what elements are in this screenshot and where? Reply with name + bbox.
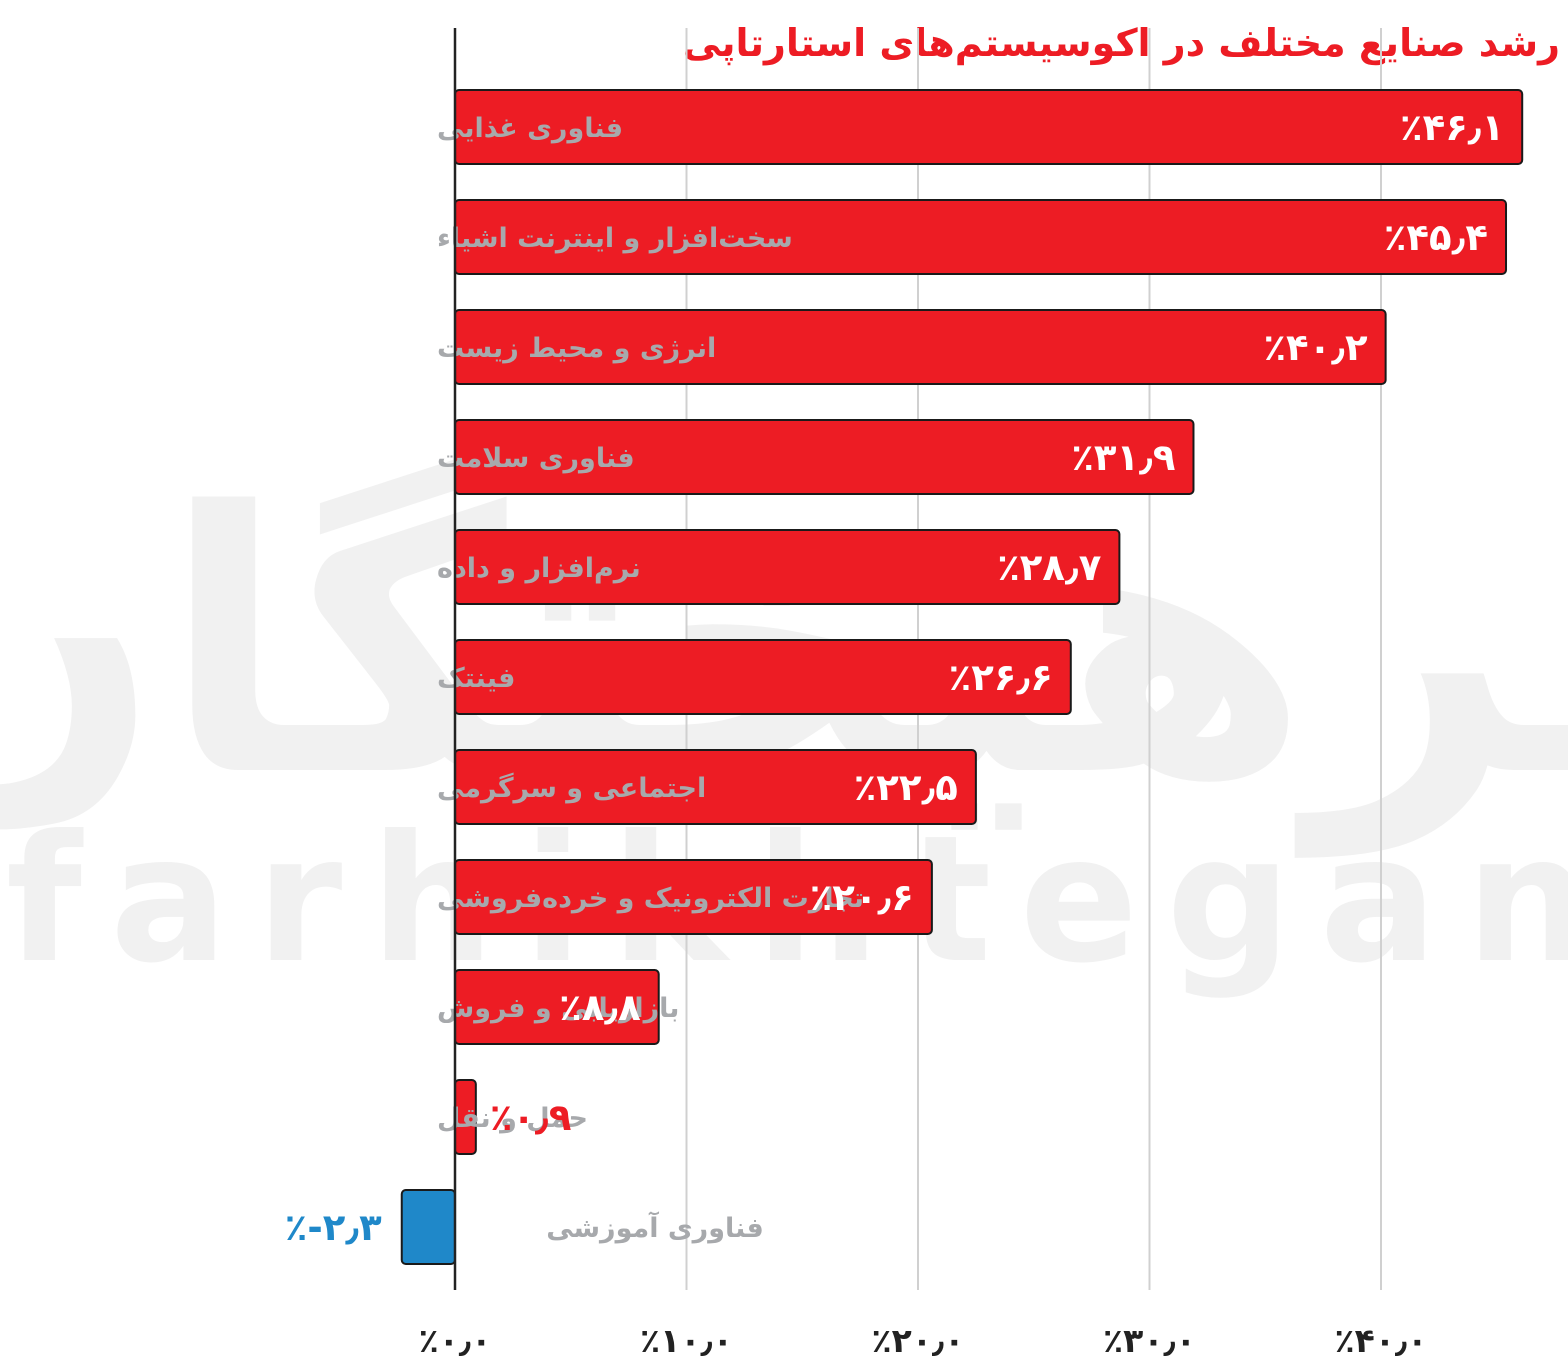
category-label: سخت‌افزار و اینترنت اشیاء bbox=[437, 223, 793, 254]
x-tick-label: ٪۰٫۰ bbox=[419, 1321, 492, 1360]
bars: فناوری غذایی ٪۴۶٫۱ سخت‌افزار و اینترنت اشی… bbox=[285, 89, 1524, 1265]
chart-title: رشد صنایع مختلف در اکوسیستم‌های استارتاپ… bbox=[682, 21, 1560, 65]
value-label: ٪۴۵٫۴ bbox=[1384, 216, 1488, 259]
value-label: ٪۸٫۸ bbox=[559, 986, 641, 1029]
value-label: ٪۴۶٫۱ bbox=[1400, 106, 1504, 149]
value-label: ٪۰٫۹ bbox=[490, 1096, 572, 1139]
x-tick-label: ٪۱۰٫۰ bbox=[640, 1321, 733, 1360]
x-tick-label: ٪۴۰٫۰ bbox=[1335, 1321, 1428, 1360]
category-label: فناوری سلامت bbox=[437, 443, 635, 474]
category-label: تجارت الکترونیک و خرده‌فروشی bbox=[437, 883, 864, 914]
value-label: ٪۲۲٫۵ bbox=[854, 766, 958, 809]
value-label: ٪-۲٫۳ bbox=[285, 1206, 382, 1249]
value-label: ٪۲۰٫۶ bbox=[810, 876, 914, 919]
value-label: ٪۲۸٫۷ bbox=[997, 546, 1102, 589]
category-label: حمل و نقل bbox=[437, 1103, 588, 1134]
category-label: فناوری آموزشی bbox=[546, 1211, 764, 1244]
category-label: فناوری غذایی bbox=[437, 113, 623, 144]
x-tick-label: ٪۲۰٫۰ bbox=[872, 1321, 965, 1360]
category-label: نرم‌افزار و داده bbox=[437, 553, 641, 584]
x-tick-label: ٪۳۰٫۰ bbox=[1103, 1321, 1196, 1360]
category-label: اجتماعی و سرگرمی bbox=[437, 772, 706, 804]
value-label: ٪۳۱٫۹ bbox=[1071, 436, 1175, 479]
value-label: ٪۲۶٫۶ bbox=[949, 656, 1053, 699]
bar bbox=[400, 1189, 457, 1265]
category-label: فینتک bbox=[437, 663, 515, 694]
value-label: ٪۴۰٫۲ bbox=[1263, 326, 1368, 369]
category-label: بازاریابی و فروش bbox=[437, 993, 679, 1024]
x-axis: ٪۰٫۰ ٪۱۰٫۰ ٪۲۰٫۰ ٪۳۰٫۰ ٪۴۰٫۰ bbox=[419, 28, 1428, 1360]
category-label: انرژی و محیط زیست bbox=[437, 333, 716, 364]
